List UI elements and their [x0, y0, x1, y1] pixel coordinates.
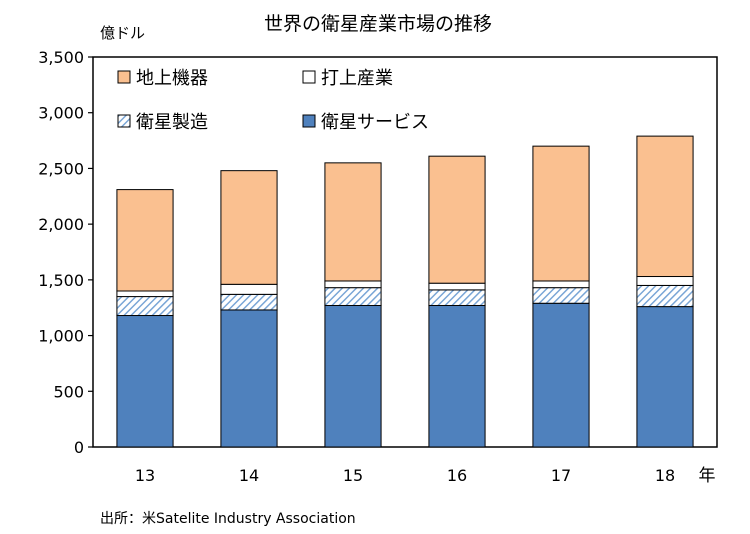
- x-tick-label: 15: [343, 466, 363, 485]
- y-tick-label: 0: [74, 438, 84, 457]
- bar-segment: [428, 289, 486, 306]
- bar-segment: [220, 309, 278, 448]
- bar-segment: [116, 315, 174, 448]
- y-axis: 0 500 1,000 1,500 2,000 2,500 3,000 3,500: [38, 48, 93, 457]
- bar-segment: [116, 296, 174, 317]
- bars: [116, 135, 694, 448]
- bar-segment: [636, 306, 694, 448]
- x-tick-label: 16: [447, 466, 467, 485]
- bar-segment: [428, 282, 486, 291]
- y-tick-label: 500: [53, 382, 84, 401]
- bar-segment: [324, 304, 382, 448]
- bar-segment: [428, 304, 486, 448]
- bar-segment: [428, 155, 486, 284]
- legend-label: 衛星製造: [136, 112, 208, 133]
- chart-title: 世界の衛星産業市場の推移: [264, 13, 492, 35]
- bar-segment: [532, 287, 590, 304]
- y-tick-label: 3,000: [38, 104, 84, 123]
- bar-segment: [532, 280, 590, 289]
- x-axis-label: 年: [699, 466, 716, 486]
- y-tick-label: 2,500: [38, 159, 84, 178]
- bar-segment: [324, 287, 382, 306]
- y-axis-label: 億ドル: [100, 24, 145, 42]
- bar-segment: [220, 283, 278, 295]
- bar-segment: [116, 189, 174, 292]
- legend-label: 地上機器: [136, 68, 208, 89]
- bar-segment: [324, 162, 382, 282]
- bar-segment: [636, 276, 694, 286]
- legend-swatch: [302, 114, 316, 128]
- x-tick-label: 13: [135, 466, 155, 485]
- x-tick-label: 17: [551, 466, 571, 485]
- y-tick-label: 3,500: [38, 48, 84, 67]
- x-axis: 13 14 15 16 17 18: [135, 466, 675, 485]
- bar-segment: [116, 290, 174, 298]
- bar-segment: [220, 170, 278, 285]
- legend-swatch: [302, 70, 316, 84]
- bar-segment: [636, 284, 694, 308]
- legend-label: 衛星サービス: [321, 112, 429, 133]
- bar-segment: [636, 135, 694, 278]
- source-note: 出所：米Satelite Industry Association: [100, 511, 356, 527]
- legend-swatch: [117, 114, 131, 128]
- x-tick-label: 18: [655, 466, 675, 485]
- bar-segment: [532, 302, 590, 448]
- legend-label: 打上産業: [321, 68, 393, 89]
- bar-segment: [220, 293, 278, 311]
- x-tick-label: 14: [239, 466, 259, 485]
- y-tick-label: 1,500: [38, 271, 84, 290]
- bar-segment: [532, 145, 590, 282]
- legend-swatch: [117, 70, 131, 84]
- y-tick-label: 1,000: [38, 327, 84, 346]
- plot-area: [92, 56, 718, 448]
- bar-segment: [324, 280, 382, 289]
- y-tick-label: 2,000: [38, 215, 84, 234]
